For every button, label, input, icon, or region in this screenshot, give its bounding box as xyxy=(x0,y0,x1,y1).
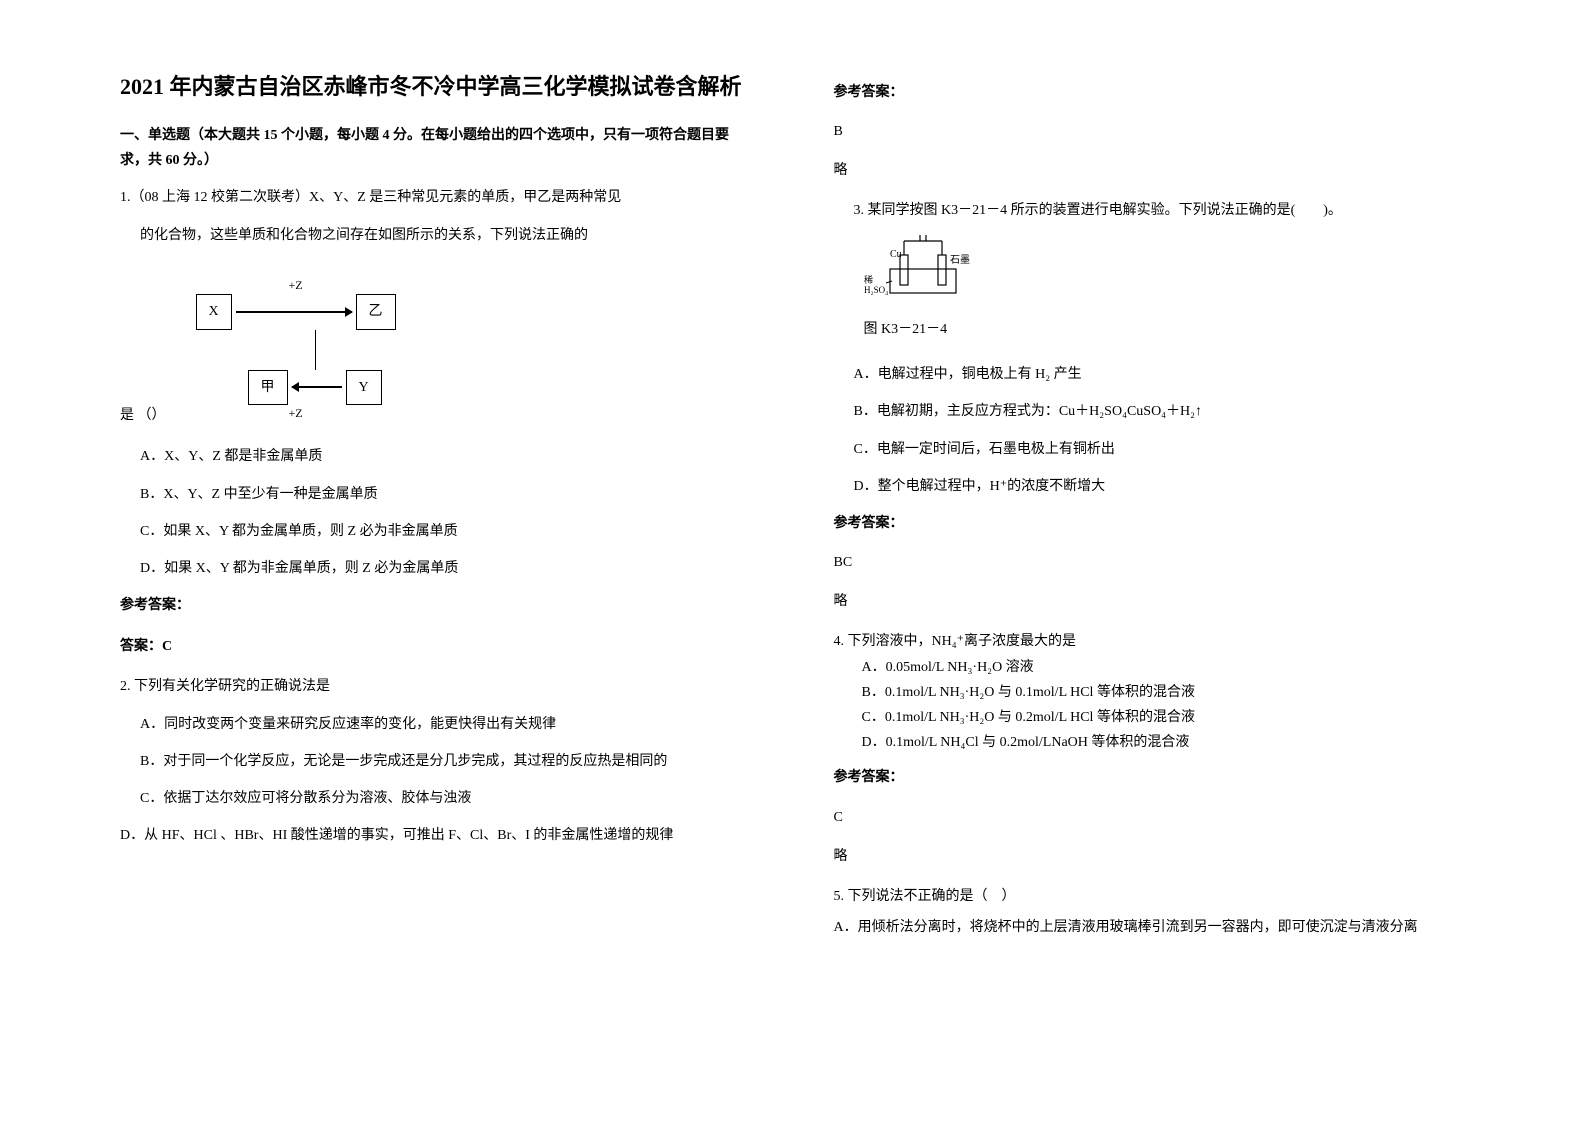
q2-option-C: C．依据丁达尔效应可将分散系分为溶液、胶体与浊液 xyxy=(120,786,754,811)
q3-figure: Cu 石墨 稀 H₂SO₄ xyxy=(864,235,1468,309)
diagram-label-plusZ-bottom: +Z xyxy=(196,403,396,425)
q1-option-C: C．如果 X、Y 都为金属单质，则 Z 必为非金属单质 xyxy=(120,519,754,544)
q1-option-A: A．X、Y、Z 都是非金属单质 xyxy=(120,444,754,469)
fig-label-shimo: 石墨 xyxy=(950,254,970,266)
question-5: 5. 下列说法不正确的是（ ） A．用倾析法分离时，将烧杯中的上层清液用玻璃棒引… xyxy=(834,884,1468,940)
arrow-icon xyxy=(236,311,352,313)
q3-stem: 3. 某同学按图 K3－21－4 所示的装置进行电解实验。下列说法正确的是( )… xyxy=(834,198,1468,223)
diagram-box-jia: 甲 xyxy=(248,370,288,405)
question-1: 1.（08 上海 12 校第二次联考）X、Y、Z 是三种常见元素的单质，甲乙是两… xyxy=(120,185,754,659)
q2-answer-extra: 略 xyxy=(834,158,1468,183)
fig-label-xi: 稀 xyxy=(864,274,873,285)
q3-option-A: A．电解过程中，铜电极上有 H₂ 产生 xyxy=(834,362,1468,387)
diagram-box-yi: 乙 xyxy=(356,294,396,329)
diagram-box-X: X xyxy=(196,294,232,329)
q5-stem: 5. 下列说法不正确的是（ ） xyxy=(834,884,1468,909)
question-2: 2. 下列有关化学研究的正确说法是 A．同时改变两个变量来研究反应速率的变化，能… xyxy=(120,674,754,848)
q2-answer-value: B xyxy=(834,119,1468,144)
q2-option-B: B．对于同一个化学反应，无论是一步完成还是分几步完成，其过程的反应热是相同的 xyxy=(120,749,754,774)
q1-option-B: B．X、Y、Z 中至少有一种是金属单质 xyxy=(120,482,754,507)
right-column: 参考答案： B 略 3. 某同学按图 K3－21－4 所示的装置进行电解实验。下… xyxy=(794,70,1488,1092)
q3-answer-extra: 略 xyxy=(834,589,1468,614)
q2-option-D: D．从 HF、HCl 、HBr、HI 酸性递增的事实，可推出 F、Cl、Br、I… xyxy=(120,823,754,848)
q4-option-D: D．0.1mol/L NH₄Cl 与 0.2mol/LNaOH 等体积的混合液 xyxy=(834,730,1468,755)
q1-option-D: D．如果 X、Y 都为非金属单质，则 Z 必为金属单质 xyxy=(120,556,754,581)
q3-option-C: C．电解一定时间后，石墨电极上有铜析出 xyxy=(834,437,1468,462)
q4-option-C: C．0.1mol/L NH₃·H₂O 与 0.2mol/L HCl 等体积的混合… xyxy=(834,705,1468,730)
arrow-icon xyxy=(292,386,342,388)
left-column: 2021 年内蒙古自治区赤峰市冬不冷中学高三化学模拟试卷含解析 一、单选题（本大… xyxy=(100,70,794,1092)
exam-title: 2021 年内蒙古自治区赤峰市冬不冷中学高三化学模拟试卷含解析 xyxy=(120,70,754,103)
q4-stem: 4. 下列溶液中，NH₄⁺离子浓度最大的是 xyxy=(834,629,1468,654)
fig-label-h2so4: H₂SO₄ xyxy=(864,285,888,295)
q1-is-text: 是 （） xyxy=(120,403,166,428)
q5-option-A: A．用倾析法分离时，将烧杯中的上层清液用玻璃棒引流到另一容器内，即可使沉淀与清液… xyxy=(834,915,1468,940)
q3-option-D: D．整个电解过程中，H⁺的浓度不断增大 xyxy=(834,474,1468,499)
q4-answer-label: 参考答案： xyxy=(834,765,1468,790)
q1-stem-line1: 1.（08 上海 12 校第二次联考）X、Y、Z 是三种常见元素的单质，甲乙是两… xyxy=(120,185,754,210)
q4-option-B: B．0.1mol/L NH₃·H₂O 与 0.1mol/L HCl 等体积的混合… xyxy=(834,680,1468,705)
q3-answer-value: BC xyxy=(834,550,1468,575)
vline-icon xyxy=(315,330,317,370)
q3-option-B: B．电解初期，主反应方程式为：Cu＋H₂SO₄CuSO₄＋H₂↑ xyxy=(834,399,1468,424)
diagram-box-Y: Y xyxy=(346,370,382,405)
q3-answer-label: 参考答案： xyxy=(834,511,1468,536)
q1-answer-label: 参考答案： xyxy=(120,593,754,618)
question-4: 4. 下列溶液中，NH₄⁺离子浓度最大的是 A．0.05mol/L NH₃·H₂… xyxy=(834,629,1468,869)
q4-answer-extra: 略 xyxy=(834,844,1468,869)
q4-option-A: A．0.05mol/L NH₃·H₂O 溶液 xyxy=(834,655,1468,680)
question-3: 3. 某同学按图 K3－21－4 所示的装置进行电解实验。下列说法正确的是( )… xyxy=(834,198,1468,615)
q1-answer-value: 答案：C xyxy=(120,634,754,659)
q2-stem: 2. 下列有关化学研究的正确说法是 xyxy=(120,674,754,699)
electrolysis-icon: Cu 石墨 稀 H₂SO₄ xyxy=(864,235,984,300)
diagram-label-plusZ-top: +Z xyxy=(196,275,396,297)
q2-answer-label: 参考答案： xyxy=(834,80,1468,105)
section-header: 一、单选题（本大题共 15 个小题，每小题 4 分。在每小题给出的四个选项中，只… xyxy=(120,123,754,173)
fig-label-cu: Cu xyxy=(890,249,902,260)
q1-diagram: +Z X 乙 甲 Y +Z xyxy=(196,275,396,425)
q2-option-A: A．同时改变两个变量来研究反应速率的变化，能更快得出有关规律 xyxy=(120,712,754,737)
q1-stem-line2: 的化合物，这些单质和化合物之间存在如图所示的关系，下列说法正确的 xyxy=(120,223,754,248)
q3-fig-caption: 图 K3－21－4 xyxy=(864,317,1468,342)
q4-answer-value: C xyxy=(834,805,1468,830)
